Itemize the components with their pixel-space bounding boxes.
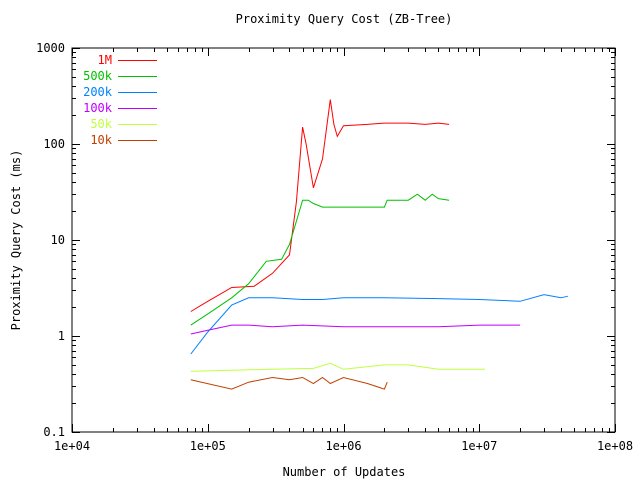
y-tick-label: 0.1 bbox=[43, 425, 65, 439]
x-axis-label: Number of Updates bbox=[283, 465, 406, 479]
series-line-10k bbox=[190, 376, 388, 390]
x-tick-label: 1e+06 bbox=[325, 439, 361, 453]
series-line-200k bbox=[190, 294, 569, 355]
legend-label: 100k bbox=[83, 101, 113, 115]
series-line-50k bbox=[190, 362, 485, 372]
x-tick-labels: 1e+04 1e+05 1e+06 1e+07 1e+08 bbox=[54, 439, 633, 453]
y-tick-label: 10 bbox=[51, 233, 65, 247]
x-tick-label: 1e+07 bbox=[461, 439, 497, 453]
y-axis-label: Proximity Query Cost (ms) bbox=[9, 150, 23, 331]
legend-label: 500k bbox=[83, 69, 113, 83]
x-tick-label: 1e+08 bbox=[597, 439, 633, 453]
chart-title: Proximity Query Cost (ZB-Tree) bbox=[236, 12, 453, 26]
legend-label: 200k bbox=[83, 85, 113, 99]
y-tick-label: 1000 bbox=[36, 41, 65, 55]
y-tick-label: 100 bbox=[43, 137, 65, 151]
legend-label: 50k bbox=[90, 117, 112, 131]
legend: 1M 500k 200k 100k 50k 10k bbox=[83, 53, 157, 147]
series-line-500k bbox=[190, 193, 450, 326]
legend-label: 1M bbox=[98, 53, 112, 67]
y-tick-labels: 0.1 1 10 100 1000 bbox=[36, 41, 65, 439]
plot-border bbox=[71, 47, 616, 433]
y-tick-label: 1 bbox=[58, 329, 65, 343]
data-series bbox=[190, 99, 569, 390]
axis-ticks bbox=[72, 48, 616, 433]
series-line-1M bbox=[190, 99, 450, 312]
x-tick-label: 1e+05 bbox=[190, 439, 226, 453]
legend-label: 10k bbox=[90, 133, 112, 147]
series-line-100k bbox=[190, 324, 521, 335]
x-tick-label: 1e+04 bbox=[54, 439, 90, 453]
